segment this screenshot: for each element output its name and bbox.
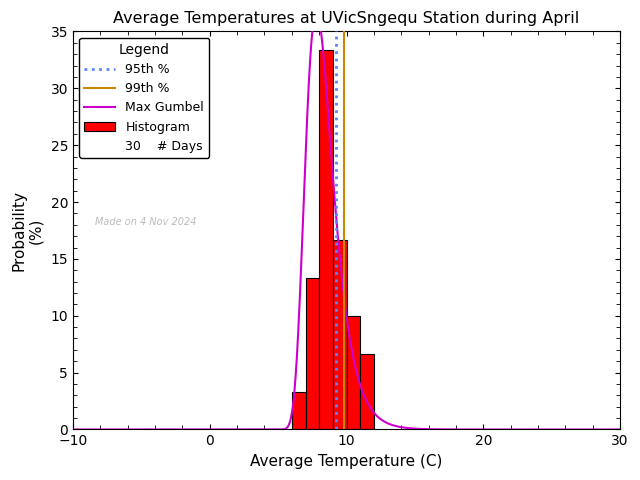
Y-axis label: Probability
(%): Probability (%) (11, 190, 44, 271)
Bar (333, 240, 346, 430)
Bar (346, 316, 360, 430)
X-axis label: Average Temperature (C): Average Temperature (C) (250, 454, 443, 469)
Bar (319, 50, 333, 430)
Text: Made on 4 Nov 2024: Made on 4 Nov 2024 (95, 217, 196, 228)
Legend: 95th %, 99th %, Max Gumbel, Histogram, 30    # Days: 95th %, 99th %, Max Gumbel, Histogram, 3… (79, 38, 209, 158)
Bar (305, 278, 319, 430)
Bar (292, 392, 305, 430)
Title: Average Temperatures at UVicSngequ Station during April: Average Temperatures at UVicSngequ Stati… (113, 11, 580, 26)
Bar (360, 354, 374, 430)
